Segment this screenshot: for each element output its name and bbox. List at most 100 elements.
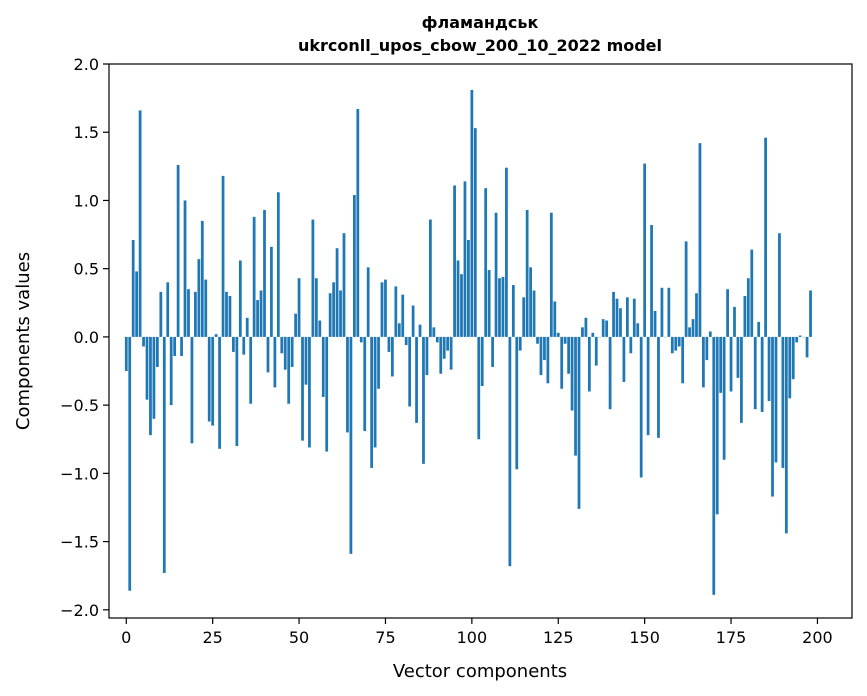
- bar-81: [404, 336, 408, 346]
- bar-67: [356, 109, 360, 337]
- bar-164: [691, 319, 695, 337]
- bar-16: [180, 336, 183, 357]
- bar-193: [791, 336, 795, 380]
- bar-11: [162, 336, 166, 573]
- bar-18: [187, 289, 190, 337]
- bar-154: [657, 336, 660, 438]
- bar-179: [743, 295, 747, 337]
- bar-15: [176, 164, 180, 337]
- bar-121: [543, 336, 546, 361]
- bar-82: [408, 336, 412, 407]
- bar-20: [194, 291, 197, 337]
- bar-182: [753, 336, 757, 410]
- bar-116: [525, 210, 529, 337]
- bar-22: [200, 220, 204, 337]
- y-axis-label: Components values: [13, 252, 34, 430]
- bar-155: [660, 287, 664, 337]
- x-axis-label: Vector components: [393, 661, 567, 682]
- bar-3: [135, 271, 139, 337]
- bar-35: [245, 317, 249, 337]
- bar-178: [740, 336, 743, 423]
- bar-169: [708, 331, 712, 337]
- bar-37: [252, 216, 256, 337]
- bar-96: [456, 260, 460, 337]
- x-tick-label: 25: [202, 628, 222, 647]
- bar-52: [304, 336, 308, 385]
- bar-30: [228, 295, 232, 337]
- bar-25: [211, 336, 215, 426]
- bar-152: [650, 225, 653, 337]
- x-tick-label: 175: [716, 628, 747, 647]
- bar-136: [594, 336, 598, 366]
- bar-36: [249, 336, 253, 404]
- bar-42: [270, 246, 273, 337]
- bar-98: [463, 181, 467, 337]
- bar-73: [377, 336, 380, 389]
- bar-23: [204, 279, 208, 337]
- bar-84: [415, 336, 418, 423]
- bar-190: [781, 336, 785, 468]
- bar-118: [532, 290, 536, 337]
- bar-91: [439, 336, 443, 374]
- bar-49: [294, 313, 297, 337]
- bar-97: [460, 274, 463, 337]
- bar-106: [491, 336, 494, 367]
- bar-167: [702, 336, 705, 388]
- bar-88: [429, 219, 432, 337]
- bar-147: [632, 298, 636, 337]
- bar-174: [726, 289, 729, 337]
- bar-142: [615, 298, 619, 337]
- x-tick-label: 75: [375, 628, 395, 647]
- bar-107: [494, 212, 498, 337]
- bar-78: [394, 286, 398, 337]
- bar-12: [166, 282, 170, 337]
- bar-175: [729, 336, 733, 392]
- bar-139: [605, 320, 609, 337]
- bar-160: [677, 336, 681, 347]
- bar-133: [584, 317, 588, 337]
- bar-128: [567, 336, 570, 374]
- bar-47: [287, 336, 291, 404]
- bar-111: [508, 336, 512, 567]
- bar-33: [238, 260, 242, 337]
- bar-132: [581, 327, 584, 337]
- bar-29: [225, 291, 228, 337]
- bar-70: [366, 267, 370, 337]
- bar-184: [760, 336, 764, 412]
- bar-141: [612, 291, 615, 337]
- bar-94: [449, 336, 453, 370]
- x-tick-label: 150: [629, 628, 660, 647]
- bar-61: [335, 248, 339, 337]
- bar-86: [422, 336, 425, 464]
- x-tick-label: 50: [289, 628, 309, 647]
- bar-93: [446, 336, 450, 351]
- bar-120: [539, 336, 543, 376]
- bar-145: [625, 297, 629, 337]
- x-tick-label: 125: [543, 628, 574, 647]
- bar-13: [169, 336, 173, 406]
- bar-72: [373, 336, 377, 448]
- bar-163: [688, 327, 691, 337]
- y-tick-label: 2.0: [74, 55, 99, 74]
- y-tick-label: −0.5: [60, 396, 99, 415]
- bar-65: [349, 336, 353, 554]
- bar-26: [214, 334, 218, 337]
- bar-58: [325, 336, 329, 452]
- bar-75: [384, 279, 387, 337]
- bar-80: [401, 294, 405, 337]
- bar-10: [159, 291, 163, 337]
- bar-117: [529, 267, 532, 337]
- x-tick-label: 200: [802, 628, 833, 647]
- bar-126: [560, 336, 564, 389]
- bar-134: [587, 336, 591, 392]
- bar-119: [536, 336, 539, 344]
- bar-129: [570, 336, 574, 411]
- bar-90: [435, 336, 439, 343]
- bar-8: [152, 336, 156, 419]
- bar-83: [411, 305, 415, 337]
- bar-143: [619, 308, 622, 337]
- bar-185: [764, 137, 767, 337]
- bar-74: [380, 282, 384, 337]
- bar-198: [809, 290, 812, 337]
- bar-138: [601, 319, 605, 337]
